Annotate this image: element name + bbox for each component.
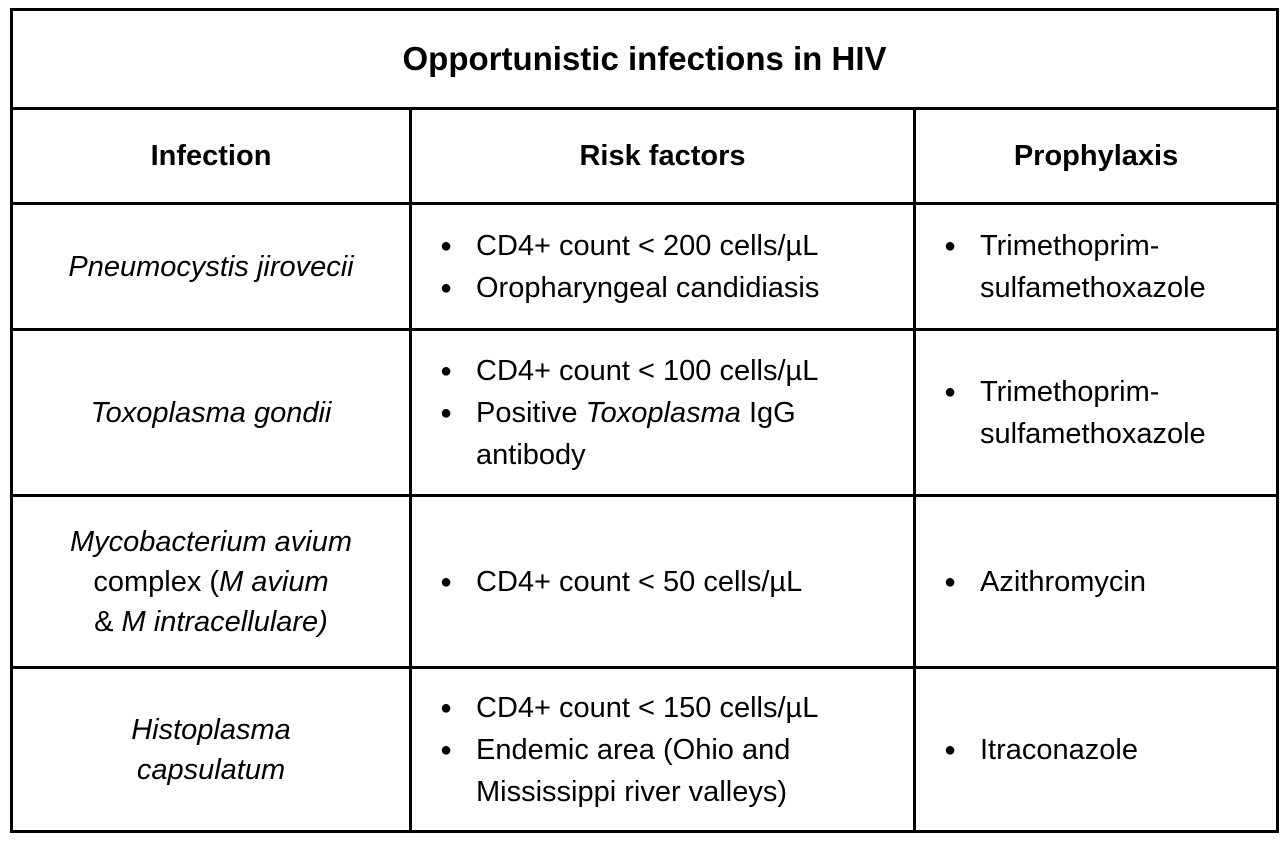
infection-text: complex ( [93,565,220,598]
list-item: ● CD4+ count < 200 cells/µL [434,225,901,267]
infection-cell: Mycobacterium avium complex (M avium & M… [10,494,412,669]
risk-factors-cell: ● CD4+ count < 150 cells/µL ● Endemic area… [409,666,916,833]
table-row: Toxoplasma gondii ● CD4+ count < 100 cell… [10,328,1280,497]
infection-cell: Histoplasma capsulatum [10,666,412,833]
bullet-icon: ● [440,276,453,299]
infection-line: Mycobacterium avium [25,522,397,562]
infections-table: Opportunistic infections in HIV Infectio… [9,8,1280,833]
risk-factors-list: ● CD4+ count < 100 cells/µL ● Positive Tox… [434,350,901,476]
bullet-icon: ● [440,401,453,424]
list-item: ● Itraconazole [938,729,1264,771]
infection-line: capsulatum [25,750,397,790]
risk-factor-text: CD4+ count < 50 cells/µL [476,565,803,598]
table-row: Histoplasma capsulatum ● CD4+ count < 150… [10,666,1280,833]
infection-name: Histoplasma [131,713,291,746]
infection-line: Histoplasma [25,710,397,750]
table-row: Mycobacterium avium complex (M avium & M… [10,494,1280,669]
infection-cell: Pneumocystis jirovecii [10,202,412,331]
risk-factors-list: ● CD4+ count < 200 cells/µL ● Oropharyngea… [434,225,901,309]
table-title: Opportunistic infections in HIV [9,8,1280,110]
prophylaxis-text: Trimethoprim-sulfamethoxazole [980,375,1206,450]
risk-factor-text: CD4+ count < 200 cells/µL [476,229,819,262]
prophylaxis-cell: ● Azithromycin [912,494,1280,669]
infection-name: capsulatum [136,753,286,786]
list-item: ● Oropharyngeal candidiasis [434,267,901,309]
title-row: Opportunistic infections in HIV [9,8,1280,110]
risk-factors-list: ● CD4+ count < 150 cells/µL ● Endemic area… [434,687,901,813]
bullet-icon: ● [944,738,957,761]
risk-factors-cell: ● CD4+ count < 100 cells/µL ● Positive Tox… [409,328,916,497]
prophylaxis-cell: ● Itraconazole [912,666,1280,833]
list-item: ● Trimethoprim-sulfamethoxazole [938,225,1210,309]
table-row: Pneumocystis jirovecii ● CD4+ count < 200… [10,202,1280,331]
risk-factor-post: IgG antibody [476,396,796,471]
prophylaxis-text: Itraconazole [980,733,1138,766]
prophylaxis-text: Trimethoprim-sulfamethoxazole [980,229,1206,304]
prophylaxis-cell: ● Trimethoprim-sulfamethoxazole [912,202,1280,331]
risk-factors-cell: ● CD4+ count < 50 cells/µL [409,494,916,669]
list-item: ● CD4+ count < 100 cells/µL [434,350,901,392]
list-item: ● CD4+ count < 150 cells/µL [434,687,901,729]
bullet-icon: ● [944,234,957,257]
bullet-icon: ● [440,696,453,719]
infection-species: M avium [219,565,329,598]
risk-factor-text: Oropharyngeal candidiasis [476,271,820,304]
header-row: Infection Risk factors Prophylaxis [10,107,1280,205]
list-item: ● CD4+ count < 50 cells/µL [434,561,901,603]
risk-factor-text: CD4+ count < 150 cells/µL [476,691,819,724]
risk-factor-text: Endemic area (Ohio and Mississippi river… [476,733,791,808]
infection-species: M intracellulare) [121,605,328,638]
infection-name: Mycobacterium avium [69,525,353,558]
bullet-icon: ● [944,380,957,403]
prophylaxis-list: ● Trimethoprim-sulfamethoxazole [938,225,1264,309]
bullet-icon: ● [440,359,453,382]
risk-factors-cell: ● CD4+ count < 200 cells/µL ● Oropharyngea… [409,202,916,331]
header-infection: Infection [10,107,412,205]
bullet-icon: ● [944,570,957,593]
risk-factor-text: CD4+ count < 100 cells/µL [476,354,819,387]
infection-line: & M intracellulare) [25,602,397,642]
bullet-icon: ● [440,234,453,257]
list-item: ● Azithromycin [938,561,1264,603]
infection-line: complex (M avium [25,562,397,602]
bullet-icon: ● [440,738,453,761]
risk-factor-pre: Positive [476,396,586,429]
infection-cell: Toxoplasma gondii [10,328,412,497]
prophylaxis-list: ● Itraconazole [938,729,1264,771]
prophylaxis-list: ● Trimethoprim-sulfamethoxazole [938,371,1264,455]
infection-name: Pneumocystis jirovecii [68,250,354,283]
risk-factors-list: ● CD4+ count < 50 cells/µL [434,561,901,603]
list-item: ● Trimethoprim-sulfamethoxazole [938,371,1210,455]
prophylaxis-text: Azithromycin [980,565,1146,598]
header-risk-factors: Risk factors [409,107,916,205]
prophylaxis-list: ● Azithromycin [938,561,1264,603]
risk-factor-em: Toxoplasma [585,396,741,429]
list-item: ● Endemic area (Ohio and Mississippi rive… [434,729,856,813]
header-prophylaxis: Prophylaxis [912,107,1280,205]
infection-text: & [94,605,122,638]
infection-name: Toxoplasma gondii [90,396,332,429]
hiv-opportunistic-infections-table: Opportunistic infections in HIV Infectio… [9,8,1280,842]
bullet-icon: ● [440,570,453,593]
prophylaxis-cell: ● Trimethoprim-sulfamethoxazole [912,328,1280,497]
list-item: ● Positive Toxoplasma IgG antibody [434,392,856,476]
